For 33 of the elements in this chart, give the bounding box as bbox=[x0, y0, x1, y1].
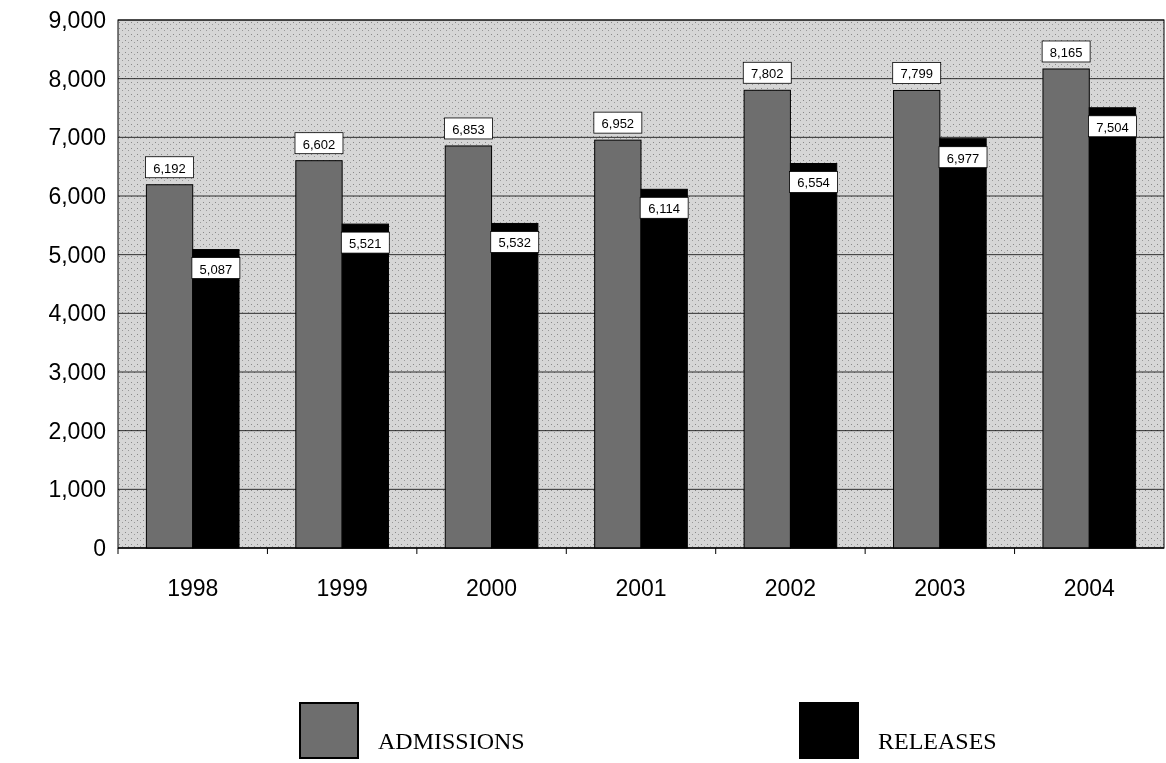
data-label: 6,853 bbox=[452, 121, 485, 137]
x-tick-label: 2000 bbox=[465, 575, 518, 601]
y-tick-label: 0 bbox=[93, 535, 106, 561]
data-label: 5,087 bbox=[199, 261, 233, 277]
data-label: 6,952 bbox=[601, 116, 635, 132]
y-tick-label: 1,000 bbox=[48, 476, 106, 503]
y-tick-label: 8,000 bbox=[48, 65, 106, 92]
x-tick-label: 2003 bbox=[914, 575, 966, 601]
data-label: 5,532 bbox=[498, 235, 532, 251]
data-label: 6,192 bbox=[153, 160, 186, 176]
y-tick-label: 2,000 bbox=[48, 417, 106, 444]
data-label: 6,977 bbox=[946, 150, 980, 166]
data-label: 8,165 bbox=[1049, 44, 1083, 60]
legend-label: RELEASES bbox=[878, 728, 997, 754]
y-tick-label: 5,000 bbox=[48, 241, 106, 268]
data-label: 7,799 bbox=[900, 66, 933, 82]
x-tick-label: 1998 bbox=[167, 575, 219, 601]
data-label: 7,504 bbox=[1096, 119, 1129, 135]
x-tick-label: 2002 bbox=[764, 575, 817, 601]
x-tick-label: 1999 bbox=[316, 575, 368, 601]
data-label: 5,521 bbox=[349, 236, 382, 252]
data-label: 6,114 bbox=[648, 201, 680, 217]
y-tick-label: 9,000 bbox=[48, 7, 106, 33]
data-label: 6,554 bbox=[797, 175, 830, 191]
data-label: 6,602 bbox=[302, 136, 336, 152]
y-tick-label: 6,000 bbox=[48, 183, 106, 209]
data-label: 7,802 bbox=[750, 66, 784, 82]
x-tick-label: 2001 bbox=[615, 575, 667, 601]
y-tick-label: 4,000 bbox=[48, 300, 106, 327]
legend-label: ADMISSIONS bbox=[378, 728, 525, 754]
x-tick-label: 2004 bbox=[1063, 575, 1116, 601]
y-tick-label: 7,000 bbox=[48, 124, 106, 151]
y-tick-label: 3,000 bbox=[48, 359, 106, 385]
